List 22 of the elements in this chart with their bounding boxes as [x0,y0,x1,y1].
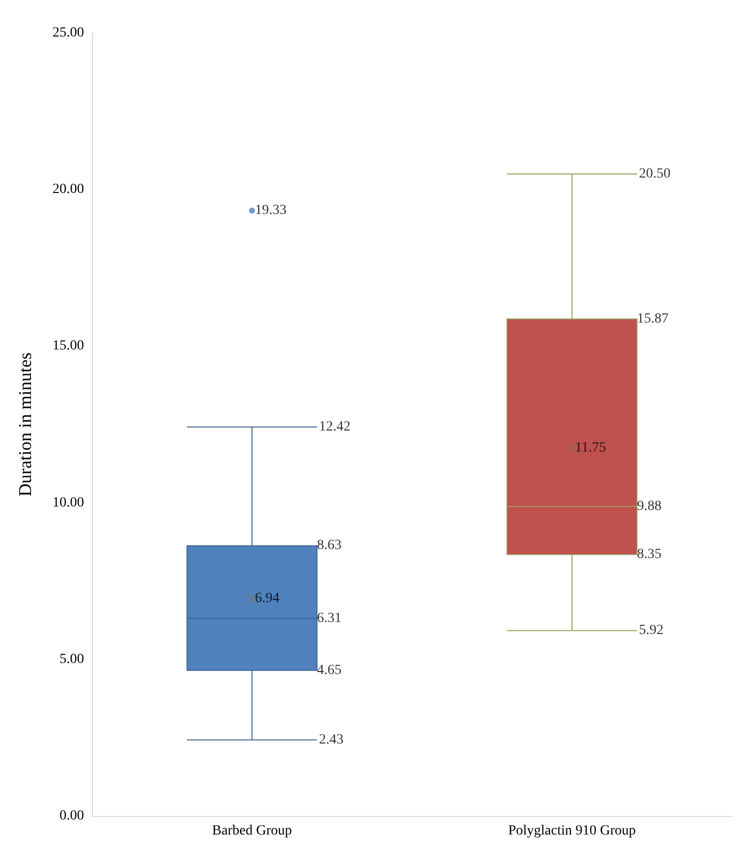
annotation: 2.43 [319,732,344,748]
annotation: 9.88 [637,499,662,514]
annotation: 11.75 [575,440,606,456]
x-tick-label: Barbed Group [212,824,292,838]
annotation: 4.65 [317,662,342,678]
annotation: 19.33 [255,203,286,218]
annotation: 12.42 [319,420,350,435]
annotation: 20.50 [639,166,670,182]
y-axis-title: Duration in minutes [15,352,35,496]
annotation: 6.94 [255,591,280,606]
annotation: 6.31 [317,610,342,626]
x-tick-label: Polyglactin 910 Group [508,824,636,838]
y-tick-label: 25.00 [52,26,84,40]
y-tick-label: 10.00 [52,495,84,510]
annotation: 5.92 [639,623,664,638]
y-tick-label: 0.00 [60,808,84,824]
annotation: 15.87 [637,311,668,326]
y-tick-label: 20.00 [52,182,84,198]
annotation: 8.63 [317,538,342,554]
y-tick-label: 15.00 [52,338,84,354]
annotation: 8.35 [637,546,662,562]
y-tick-label: 5.00 [60,652,84,667]
